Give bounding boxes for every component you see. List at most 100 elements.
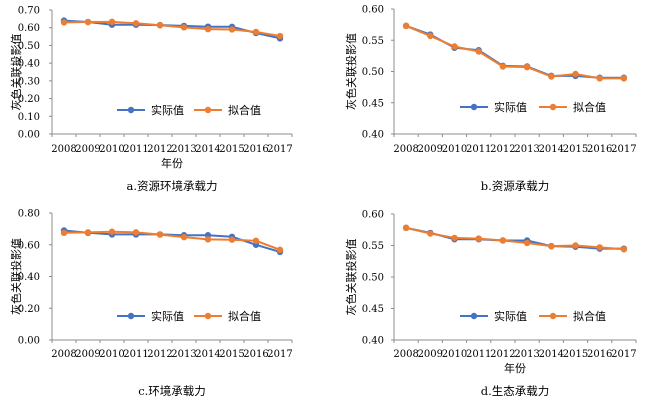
data-point-fitted xyxy=(156,231,164,238)
y-tick-label: 0.40 xyxy=(362,130,384,141)
chart-caption: c.环境承载力 xyxy=(138,384,206,398)
data-point-fitted xyxy=(180,233,188,241)
data-point-fitted xyxy=(228,26,236,33)
x-tick-label: 2012 xyxy=(147,349,172,360)
y-tick-label: 0.60 xyxy=(362,5,384,16)
x-axis-label: 年份 xyxy=(504,361,526,375)
legend-marker-actual xyxy=(470,312,478,320)
chart-panel-d: 0.40 0.45 0.50 0.55 0.60 20082009201020112012… xyxy=(344,210,637,399)
y-tick-label: 0.70 xyxy=(18,6,40,17)
y-axis-label: 灰色关联投影值 xyxy=(344,239,358,316)
data-point-fitted xyxy=(108,228,116,235)
data-point-fitted xyxy=(204,236,212,243)
data-point-fitted xyxy=(228,236,236,243)
y-tick-label: 0.20 xyxy=(18,94,40,105)
legend-label-fitted: 拟合值 xyxy=(228,309,261,323)
legend-label-actual: 实际值 xyxy=(151,309,184,323)
data-point-fitted xyxy=(572,242,579,249)
y-tick-label: 0.10 xyxy=(18,112,40,123)
x-tick-label: 2009 xyxy=(418,144,443,155)
x-tick-label: 2017 xyxy=(267,349,292,360)
legend-marker-fitted xyxy=(549,103,557,111)
x-tick-label: 2016 xyxy=(243,349,268,360)
data-point-fitted xyxy=(276,32,284,40)
x-tick-label: 2008 xyxy=(393,144,418,155)
series-line-fitted xyxy=(63,230,281,251)
x-tick-label: 2015 xyxy=(563,349,588,360)
data-point-fitted xyxy=(402,22,410,30)
x-axis-label: 年份 xyxy=(161,156,183,170)
data-point-fitted xyxy=(84,229,92,236)
x-tick-label: 2008 xyxy=(393,349,418,360)
x-tick-label: 2017 xyxy=(611,144,636,155)
x-tick-label: 2010 xyxy=(99,144,124,155)
x-tick-label: 2016 xyxy=(587,144,612,155)
data-point-fitted xyxy=(475,48,482,55)
data-point-fitted xyxy=(475,235,482,242)
x-tick-label: 2011 xyxy=(123,144,148,155)
data-point-fitted xyxy=(108,18,116,26)
y-tick-label: 0.50 xyxy=(362,67,384,78)
legend-marker-fitted xyxy=(204,312,212,320)
y-axis-label: 灰色关联投影值 xyxy=(9,238,23,315)
data-point-fitted xyxy=(523,63,531,71)
data-point-fitted xyxy=(596,244,603,251)
chart-panel-a: 0.00 0.10 0.20 0.30 0.40 0.50 0.60 0.70 20082009… xyxy=(9,6,293,194)
series-line-fitted xyxy=(63,20,281,37)
data-point-fitted xyxy=(156,22,164,29)
data-point-fitted xyxy=(451,43,458,50)
y-tick-label: 0.40 xyxy=(18,59,40,70)
legend-marker-fitted xyxy=(549,312,557,320)
x-tick-label: 2013 xyxy=(171,349,196,360)
y-axis-label: 灰色关联投影值 xyxy=(344,33,358,110)
x-tick-label: 2014 xyxy=(539,349,564,360)
data-point-fitted xyxy=(523,239,531,247)
x-tick-label: 2011 xyxy=(466,349,491,360)
x-tick-label: 2014 xyxy=(539,144,564,155)
x-tick-label: 2013 xyxy=(514,144,539,155)
legend: 实际值 拟合值 xyxy=(460,100,606,114)
series-line-actual xyxy=(405,24,624,79)
data-point-fitted xyxy=(451,234,458,242)
y-tick-label: 0.60 xyxy=(18,23,40,34)
data-point-fitted xyxy=(204,25,212,33)
x-tick-label: 2017 xyxy=(611,349,636,360)
y-tick-label: 0.00 xyxy=(18,336,40,347)
x-tick-label: 2016 xyxy=(587,349,612,360)
series-line-fitted xyxy=(405,226,624,251)
chart-panel-b: 0.40 0.45 0.50 0.55 0.60 20082009201020112012… xyxy=(344,5,637,194)
y-tick-label: 0.45 xyxy=(362,304,384,315)
series-line-actual xyxy=(63,19,281,40)
y-tick-label: 0.40 xyxy=(18,272,40,283)
chart-caption: b.资源承载力 xyxy=(481,179,550,193)
x-tick-label: 2017 xyxy=(267,144,292,155)
x-tick-label: 2011 xyxy=(466,144,491,155)
y-tick-label: 0.50 xyxy=(18,41,40,52)
data-point-fitted xyxy=(402,224,410,232)
data-point-fitted xyxy=(252,28,260,36)
legend: 实际值 拟合值 xyxy=(117,103,261,117)
x-tick-label: 2008 xyxy=(51,144,76,155)
chart-caption: d.生态承载力 xyxy=(481,384,550,398)
x-tick-label: 2016 xyxy=(243,144,268,155)
x-tick-label: 2012 xyxy=(490,349,515,360)
y-tick-label: 0.80 xyxy=(18,209,40,220)
legend-label-actual: 实际值 xyxy=(151,103,184,117)
x-tick-label: 2010 xyxy=(442,349,467,360)
x-tick-label: 2011 xyxy=(123,349,148,360)
data-point-fitted xyxy=(427,230,434,237)
data-point-fitted xyxy=(84,18,92,26)
y-tick-label: 0.40 xyxy=(362,336,384,347)
x-tick-label: 2009 xyxy=(75,144,100,155)
data-point-fitted xyxy=(572,70,579,78)
series-line-actual xyxy=(405,226,624,250)
y-axis-label: 灰色关联投影值 xyxy=(9,34,23,111)
data-point-fitted xyxy=(276,246,284,254)
chart-caption: a.资源环境承载力 xyxy=(126,179,217,193)
y-tick-label: 0.60 xyxy=(18,240,40,251)
legend-marker-fitted xyxy=(204,106,212,114)
y-tick-label: 0.55 xyxy=(362,36,384,47)
data-point-fitted xyxy=(548,242,555,250)
data-point-fitted xyxy=(499,237,507,244)
